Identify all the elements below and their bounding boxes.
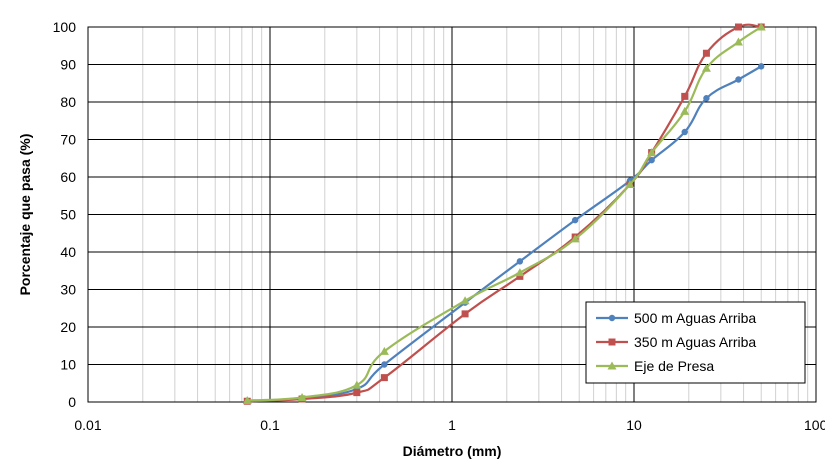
y-tick-label: 100 [53,19,77,35]
y-tick-label: 40 [60,244,76,260]
data-point [758,63,765,70]
legend-swatch-marker [608,338,616,346]
data-point [734,23,742,31]
legend-swatch-marker [608,314,616,322]
y-tick-label: 70 [60,132,76,148]
data-point [380,374,388,382]
x-tick-label: 0.1 [260,417,280,433]
y-tick-label: 90 [60,57,76,73]
y-tick-label: 60 [60,169,76,185]
data-point [735,76,742,83]
plot-area-border [87,26,817,403]
data-point [461,310,469,318]
data-point [681,92,689,100]
x-axis-title: Diámetro (mm) [403,443,502,459]
series-3 [242,22,766,404]
data-point [647,148,657,157]
y-tick-label: 0 [68,394,76,410]
y-tick-label: 50 [60,207,76,223]
data-point [460,296,470,305]
data-point [515,268,525,277]
data-point [381,361,388,368]
data-point [702,49,710,57]
data-point [352,380,362,389]
data-point [242,396,252,404]
legend: 500 m Aguas Arriba 350 m Aguas Arriba Eje … [585,301,806,384]
data-point [379,346,389,355]
y-tick-label: 80 [60,94,76,110]
legend-item: 500 m Aguas Arriba [596,310,756,326]
data-series [242,22,766,405]
data-point [516,272,524,280]
x-axis-tick-labels: 0.01 0.1 1 10 100 [74,417,825,433]
y-tick-label: 10 [60,357,76,373]
legend-item: 350 m Aguas Arriba [596,334,756,350]
data-point [680,106,690,115]
x-tick-label: 0.01 [74,417,101,433]
x-tick-label: 10 [626,417,642,433]
data-point [570,234,580,243]
data-point [353,389,361,397]
x-tick-label: 1 [448,417,456,433]
legend-swatch-marker [607,361,617,370]
data-point [648,156,655,164]
y-tick-label: 20 [60,319,76,335]
data-point [756,22,766,31]
data-point [733,37,743,46]
data-point [703,95,710,102]
legend-label: Eje de Presa [634,358,714,374]
x-tick-label: 100 [804,417,825,433]
data-point [571,216,579,224]
y-tick-label: 30 [60,282,76,298]
legend-label: 500 m Aguas Arriba [634,310,756,326]
data-point [681,128,688,136]
data-point [701,63,711,72]
data-point [297,393,307,401]
legend-item: Eje de Presa [596,358,714,374]
data-point [516,258,524,265]
legend-label: 350 m Aguas Arriba [634,334,756,350]
data-point [625,180,635,188]
y-axis-title: Porcentaje que pasa (%) [17,134,33,296]
y-axis-tick-labels: 0 10 20 30 40 50 60 70 80 90 100 [53,19,77,410]
